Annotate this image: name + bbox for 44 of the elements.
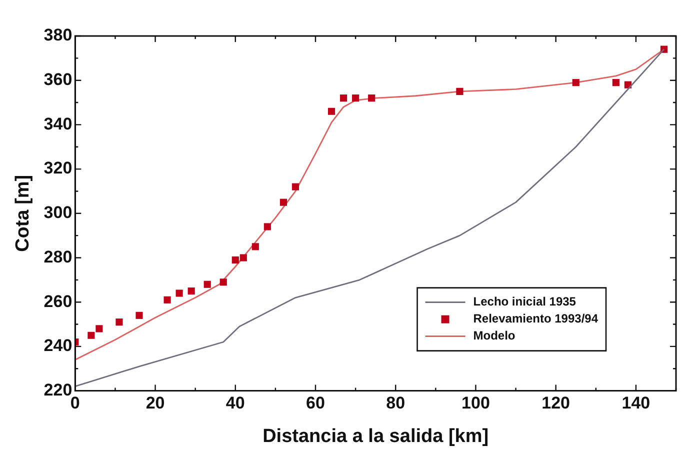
point — [204, 280, 211, 288]
point — [280, 198, 287, 206]
point — [340, 94, 348, 102]
point — [572, 79, 580, 86]
point — [88, 332, 95, 339]
legend-label: Relevamiento 1993/94 — [473, 312, 598, 326]
point — [220, 278, 227, 286]
x-axis-title: Distancia a la salida [km] — [262, 426, 489, 447]
legend-label: Modelo — [473, 328, 516, 343]
point — [456, 88, 464, 95]
point — [368, 94, 376, 102]
point — [164, 296, 171, 304]
point — [232, 256, 239, 264]
point — [612, 79, 620, 86]
y-tick-label: 220 — [44, 380, 72, 400]
x-tick-label: 140 — [622, 394, 650, 413]
x-tick-label: 100 — [462, 394, 490, 413]
x-tick-label: 60 — [306, 394, 325, 413]
y-axis-title: Cota [m] — [12, 174, 34, 252]
legend-label: Lecho inicial 1935 — [473, 294, 576, 309]
point — [96, 325, 103, 332]
point — [292, 183, 300, 190]
y-tick-label: 340 — [44, 114, 72, 134]
point — [264, 223, 271, 230]
point — [188, 287, 195, 295]
y-tick-label: 280 — [44, 247, 72, 266]
x-tick-label: 0 — [70, 394, 80, 413]
point — [252, 243, 259, 250]
y-tick-label: 360 — [44, 70, 72, 90]
point — [328, 108, 336, 115]
point — [352, 94, 360, 102]
point — [116, 318, 123, 326]
x-tick-label: 40 — [226, 394, 245, 413]
x-tick-label: 20 — [146, 394, 165, 413]
y-tick-label: 320 — [44, 158, 72, 178]
y-tick-label: 240 — [44, 336, 72, 356]
point — [240, 254, 247, 262]
x-tick-label: 120 — [542, 394, 570, 413]
y-tick-label: 380 — [44, 26, 72, 45]
x-tick-label: 80 — [386, 394, 406, 413]
point — [136, 312, 143, 319]
point — [176, 290, 183, 297]
y-tick-label: 300 — [44, 203, 72, 222]
y-tick-label: 260 — [44, 292, 72, 311]
